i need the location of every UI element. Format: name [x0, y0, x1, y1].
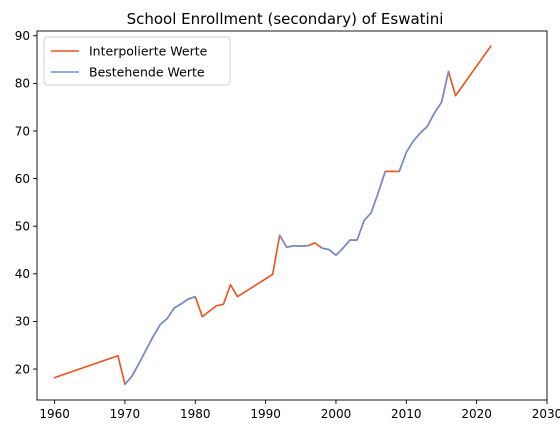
x-tick-label: 1970	[110, 407, 141, 421]
x-tick-label: 2030	[532, 407, 560, 421]
series-line-bestehende-werte-3	[320, 170, 387, 257]
x-tick-label: 2010	[391, 407, 422, 421]
y-tick-label: 60	[15, 172, 30, 186]
x-tick-label: 1980	[180, 407, 211, 421]
chart-title: School Enrollment (secondary) of Eswatin…	[127, 10, 444, 28]
y-tick-label: 20	[15, 362, 30, 376]
plot-frame	[36, 30, 548, 401]
series-line-interpolierte-werte	[53, 45, 492, 386]
series-line-bestehende-werte-2	[278, 234, 309, 248]
x-tick-label: 2020	[461, 407, 492, 421]
y-tick-label: 30	[15, 315, 30, 329]
legend-label-interpolierte-werte: Interpolierte Werte	[89, 44, 208, 59]
series-line-bestehende-werte-4	[398, 70, 450, 173]
x-tick-label: 1960	[39, 407, 70, 421]
y-tick-label: 70	[15, 124, 30, 138]
y-tick-label: 90	[15, 29, 30, 43]
legend-box	[43, 36, 231, 86]
x-tick-label: 2000	[321, 407, 352, 421]
x-tick-label: 1990	[250, 407, 281, 421]
y-tick-label: 50	[15, 220, 30, 234]
legend: Interpolierte Werte Bestehende Werte	[43, 36, 231, 86]
y-tick-label: 40	[15, 267, 30, 281]
y-tick-label: 80	[15, 77, 30, 91]
legend-label-bestehende-werte: Bestehende Werte	[89, 65, 205, 80]
axes-layer: 1960 1970 1980 1990 2000 2010 2020 203020304050…	[15, 29, 560, 421]
series-line-bestehende-werte-1	[123, 295, 197, 386]
series-layer	[53, 45, 492, 386]
